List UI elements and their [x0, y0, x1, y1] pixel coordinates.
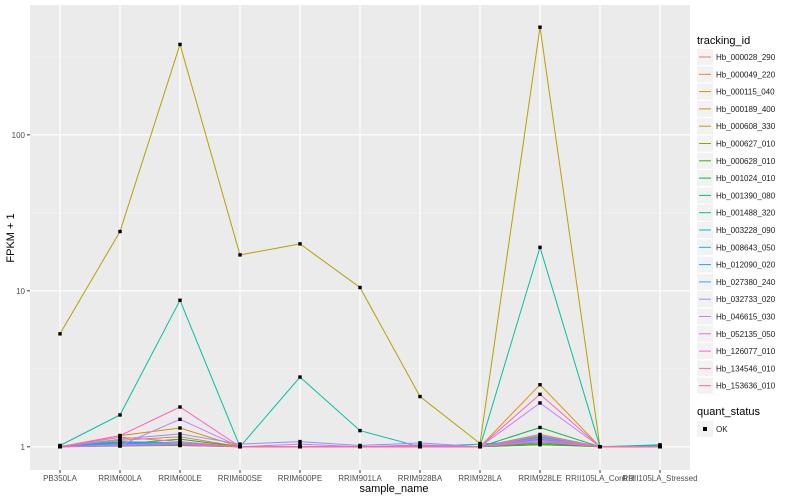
x-axis-title: sample_name — [359, 483, 428, 495]
shape-legend-title: quant_status — [697, 406, 760, 418]
legend-label: Hb_001390_080 — [716, 191, 776, 200]
legend-label: Hb_052135_050 — [716, 330, 776, 339]
x-tick-label: RRII105LA_Stressed — [622, 474, 697, 483]
data-point — [418, 394, 422, 399]
data-point — [478, 442, 482, 446]
data-point — [358, 445, 362, 449]
data-point — [118, 440, 122, 444]
legend-label: Hb_000028_290 — [716, 53, 776, 62]
legend-label: Hb_126077_010 — [716, 347, 776, 356]
data-point — [178, 443, 182, 447]
data-point — [538, 439, 542, 444]
x-tick-label: RRIM928BA — [398, 474, 443, 483]
data-point — [538, 443, 542, 447]
data-point — [298, 375, 302, 379]
data-point — [118, 437, 122, 441]
data-point — [178, 432, 182, 436]
legend-label: Hb_000189_400 — [716, 105, 776, 114]
x-tick-label: RRIM600LA — [98, 474, 142, 483]
data-point — [658, 445, 662, 449]
legend-label: Hb_003228_090 — [716, 226, 776, 235]
data-point — [178, 417, 182, 422]
data-point — [418, 443, 422, 447]
data-point — [178, 435, 182, 439]
legend-label: Hb_001024_010 — [716, 174, 776, 183]
data-point — [58, 332, 62, 336]
data-point — [178, 298, 182, 302]
legend-label: Hb_000628_010 — [716, 157, 776, 166]
y-tick-label: 1 — [21, 443, 26, 452]
data-point — [538, 401, 542, 405]
data-point — [538, 392, 542, 397]
legend-label: Hb_134546_010 — [716, 364, 776, 373]
data-point — [538, 245, 542, 250]
data-point — [418, 441, 422, 445]
legend-label: Hb_000608_330 — [716, 122, 776, 131]
legend-label: Hb_027380_240 — [716, 278, 776, 287]
y-tick-label: 10 — [16, 287, 25, 296]
legend-label: Hb_000627_010 — [716, 140, 776, 149]
data-point — [538, 383, 542, 387]
data-point — [358, 428, 362, 433]
legend-label: Hb_000049_220 — [716, 70, 776, 79]
data-point — [178, 426, 182, 430]
data-point — [178, 405, 182, 409]
data-point — [178, 42, 182, 47]
legend-label: Hb_000115_040 — [716, 88, 775, 97]
x-tick-label: PB350LA — [43, 474, 77, 483]
y-tick-label: 100 — [12, 131, 26, 140]
legend-label: Hb_032733_020 — [716, 295, 776, 304]
x-tick-label: RRIM928LE — [518, 474, 562, 483]
legend-label: Hb_012090_020 — [716, 261, 776, 270]
x-tick-label: RRIM928LA — [458, 474, 502, 483]
data-point — [538, 433, 542, 438]
legend-label: Hb_001488_320 — [716, 209, 776, 218]
data-point — [238, 445, 242, 449]
data-point — [598, 445, 602, 449]
data-point — [118, 413, 122, 417]
data-point — [358, 285, 362, 290]
data-point — [58, 445, 62, 449]
data-point — [238, 253, 242, 257]
shape-legend-label: OK — [716, 425, 728, 434]
data-point — [538, 425, 542, 430]
legend-label: Hb_046615_030 — [716, 313, 776, 322]
data-point — [118, 433, 122, 438]
data-point — [118, 443, 122, 448]
x-tick-label: RRIM901LA — [338, 474, 382, 483]
data-point — [298, 439, 302, 444]
data-point — [298, 442, 302, 446]
data-point — [238, 442, 242, 446]
data-point — [478, 445, 482, 449]
data-point — [178, 439, 182, 444]
legend-label: Hb_008643_050 — [716, 243, 776, 252]
data-point — [298, 445, 302, 449]
data-point — [118, 435, 122, 440]
x-tick-label: RRIM600PE — [278, 474, 322, 483]
data-point — [538, 436, 542, 440]
legend-title: tracking_id — [697, 35, 750, 47]
data-point — [298, 242, 302, 246]
x-tick-label: RRIM600LE — [158, 474, 202, 483]
x-tick-label: RRII105LA_Control — [565, 474, 635, 483]
data-point — [538, 25, 542, 29]
data-point — [418, 445, 422, 449]
data-point — [178, 437, 182, 441]
point-shape-icon — [703, 427, 707, 431]
y-axis-title: FPKM + 1 — [5, 213, 17, 262]
data-point — [118, 229, 122, 234]
legend-label: Hb_153636_010 — [716, 382, 776, 391]
x-tick-label: RRIM600SE — [218, 474, 262, 483]
